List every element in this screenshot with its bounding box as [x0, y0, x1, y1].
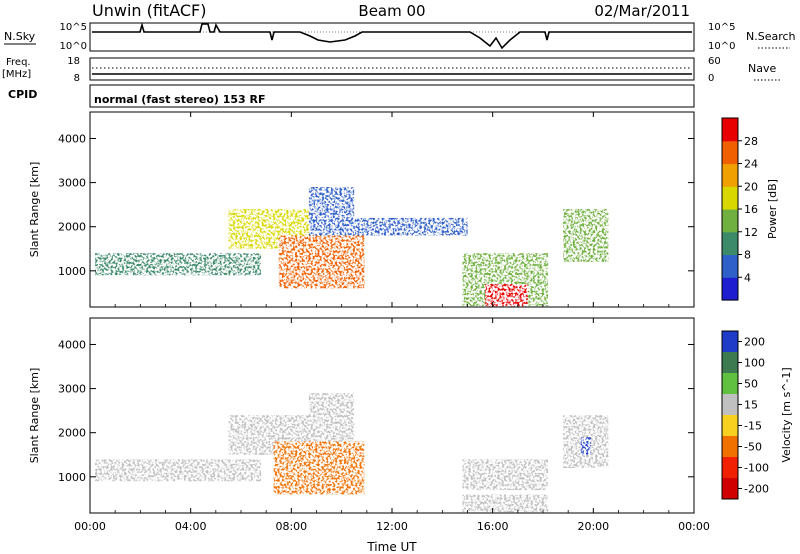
velocity-colorbar-label: 100	[744, 357, 765, 370]
power-colorbar-label: 24	[744, 158, 758, 171]
cpid-label: CPID	[8, 88, 37, 101]
power-colorbar-label: 20	[744, 180, 758, 193]
echo-region-0-6	[485, 284, 528, 307]
date-title: 02/Mar/2011	[594, 2, 690, 20]
y-tick-label: 4000	[58, 132, 86, 145]
power-colorbar-label: 16	[744, 203, 758, 216]
nsky-panel: N.Sky 10^5 10^0 10^5 10^0 N.Search	[4, 22, 796, 52]
freq-tick-low: 8	[74, 73, 80, 84]
beam-title: Beam 00	[358, 2, 425, 20]
power-colorbar-swatch	[722, 254, 738, 278]
velocity-colorbar-swatch	[722, 352, 738, 374]
power-colorbar: 4 8 12 16 20 24 28 Power [dB]	[721, 117, 779, 301]
velocity-colorbar-swatch	[722, 457, 738, 479]
x-axis-label: Time UT	[366, 540, 417, 554]
nsky-trace	[92, 22, 692, 50]
power-colorbar-swatch	[722, 231, 738, 256]
velocity-echoes	[95, 393, 609, 513]
y-tick-label: 3000	[58, 177, 86, 190]
y-axis-label: Slant Range [km]	[28, 368, 41, 464]
power-colorbar-swatch	[722, 186, 738, 210]
echo-region-0-7	[563, 209, 609, 262]
power-axes: 1000 2000 3000 4000 Slant Range [km]	[28, 112, 695, 307]
velocity-colorbar-frame	[721, 330, 739, 500]
velocity-colorbar-swatch	[722, 415, 738, 437]
velocity-colorbar-swatch	[722, 373, 738, 395]
y-tick-label: 3000	[58, 383, 86, 396]
freq-panel: Freq. [MHz] 18 8 60 0 Nave	[2, 56, 780, 84]
velocity-colorbar-label: -50	[744, 441, 762, 454]
cpid-panel: CPID normal (fast stereo) 153 RF	[8, 84, 695, 108]
echo-region-1-2	[273, 441, 365, 495]
x-tick-label: 16:00	[477, 520, 509, 533]
x-tick-label: 08:00	[275, 520, 307, 533]
power-colorbar-label: 28	[744, 135, 758, 148]
nave-tick-high: 60	[708, 56, 721, 67]
nave-label: Nave	[748, 62, 776, 75]
echo-region-0-2	[278, 235, 365, 289]
echo-region-0-0	[95, 253, 262, 276]
nsearch-tick-low: 10^0	[708, 41, 735, 52]
velocity-colorbar-swatch	[722, 331, 738, 353]
velocity-colorbar-label: 50	[744, 378, 758, 391]
power-echoes	[95, 187, 609, 307]
echo-region-1-4	[462, 459, 549, 491]
power-colorbar-swatch	[722, 277, 738, 301]
power-colorbar-swatch	[722, 209, 738, 233]
nsky-tick-low: 10^0	[60, 41, 87, 52]
freq-unit: [MHz]	[2, 69, 31, 80]
power-colorbar-title: Power [dB]	[766, 179, 779, 239]
velocity-colorbar-title: Velocity [m s^-1]	[780, 367, 793, 462]
nsearch-label: N.Search	[746, 30, 796, 43]
power-colorbar-label: 4	[744, 271, 751, 284]
y-tick-label: 1000	[58, 471, 86, 484]
power-colorbar-label: 8	[744, 249, 751, 262]
velocity-colorbar-swatch	[722, 394, 738, 416]
power-panel: 1000 2000 3000 4000 Slant Range [km]	[28, 111, 695, 308]
x-tick-label: 20:00	[577, 520, 609, 533]
power-colorbar-swatch	[722, 140, 738, 165]
echo-region-1-3	[308, 393, 355, 442]
velocity-colorbar-label: 200	[744, 336, 765, 349]
freq-tick-high: 18	[67, 56, 80, 67]
nsky-label: N.Sky	[4, 30, 36, 43]
y-tick-label: 1000	[58, 265, 86, 278]
echo-region-1-0	[95, 459, 262, 482]
nave-tick-low: 0	[708, 73, 714, 84]
freq-label: Freq.	[6, 57, 31, 68]
y-axis-label: Slant Range [km]	[28, 162, 41, 258]
velocity-colorbar-label: -15	[744, 420, 762, 433]
x-tick-label: 12:00	[376, 520, 408, 533]
velocity-colorbar-label: 15	[744, 399, 758, 412]
cpid-value: normal (fast stereo) 153 RF	[94, 93, 266, 106]
echo-region-0-3	[308, 187, 355, 236]
velocity-colorbar-label: -200	[744, 483, 769, 496]
power-colorbar-label: 12	[744, 226, 758, 239]
velocity-colorbar: 200 100 50 15 -15 -50 -100 -200 Velocity [m s^-1…	[721, 330, 793, 500]
echo-region-0-4	[354, 217, 468, 236]
y-tick-label: 4000	[58, 338, 86, 351]
velocity-colorbar-label: -100	[744, 462, 769, 475]
y-tick-label: 2000	[58, 221, 86, 234]
power-colorbar-swatch	[722, 163, 738, 187]
x-tick-label: 04:00	[175, 520, 207, 533]
echo-region-1-7	[580, 437, 591, 455]
power-colorbar-swatch	[722, 118, 738, 142]
x-tick-label: 00:00	[678, 520, 710, 533]
velocity-colorbar-swatch	[722, 436, 738, 458]
x-tick-label: 00:00	[74, 520, 106, 533]
nsearch-tick-high: 10^5	[708, 22, 735, 33]
nsky-tick-high: 10^5	[60, 22, 87, 33]
velocity-colorbar-swatch	[722, 478, 738, 500]
velocity-axes: 00:00 04:00 08:00 12:00 16:00 20:00 00:00 1000 2…	[28, 318, 710, 533]
velocity-panel: 00:00 04:00 08:00 12:00 16:00 20:00 00:00 1000 2…	[28, 317, 710, 533]
y-tick-label: 2000	[58, 427, 86, 440]
station-title: Unwin (fitACF)	[92, 1, 206, 20]
echo-region-1-5	[462, 494, 549, 513]
